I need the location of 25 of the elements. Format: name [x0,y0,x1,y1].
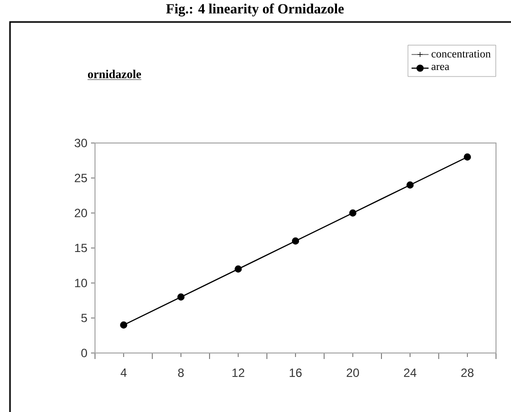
point [120,321,128,329]
y-tick-label: 25 [74,174,87,182]
chart-subtitle: ornidazole [88,70,142,78]
y-tick-label: 15 [75,244,87,252]
x-tick-label: 24 [404,368,416,377]
legend-label: area [432,64,450,70]
y-tick-label: 10 [75,278,88,288]
x-tick-label: 28 [461,368,474,377]
x-tick-label: 12 [232,368,244,377]
point [292,237,300,245]
y-tick-label: 0 [81,348,88,358]
y-tick-label: 20 [74,208,88,218]
x-tick-label: 8 [178,368,184,377]
x-tick-label: 4 [120,368,127,377]
chart-title: Fig.: 4 linearity of Ornidazole [166,4,344,16]
y-tick-label: 5 [81,314,87,322]
legend-label: concentration [432,50,491,58]
point [464,153,471,161]
point [349,209,356,217]
y-tick-label: 30 [74,138,88,148]
point [406,181,414,189]
x-tick-label: 20 [346,368,359,377]
point [234,265,242,273]
point [177,293,185,301]
x-tick-label: 16 [290,368,302,377]
